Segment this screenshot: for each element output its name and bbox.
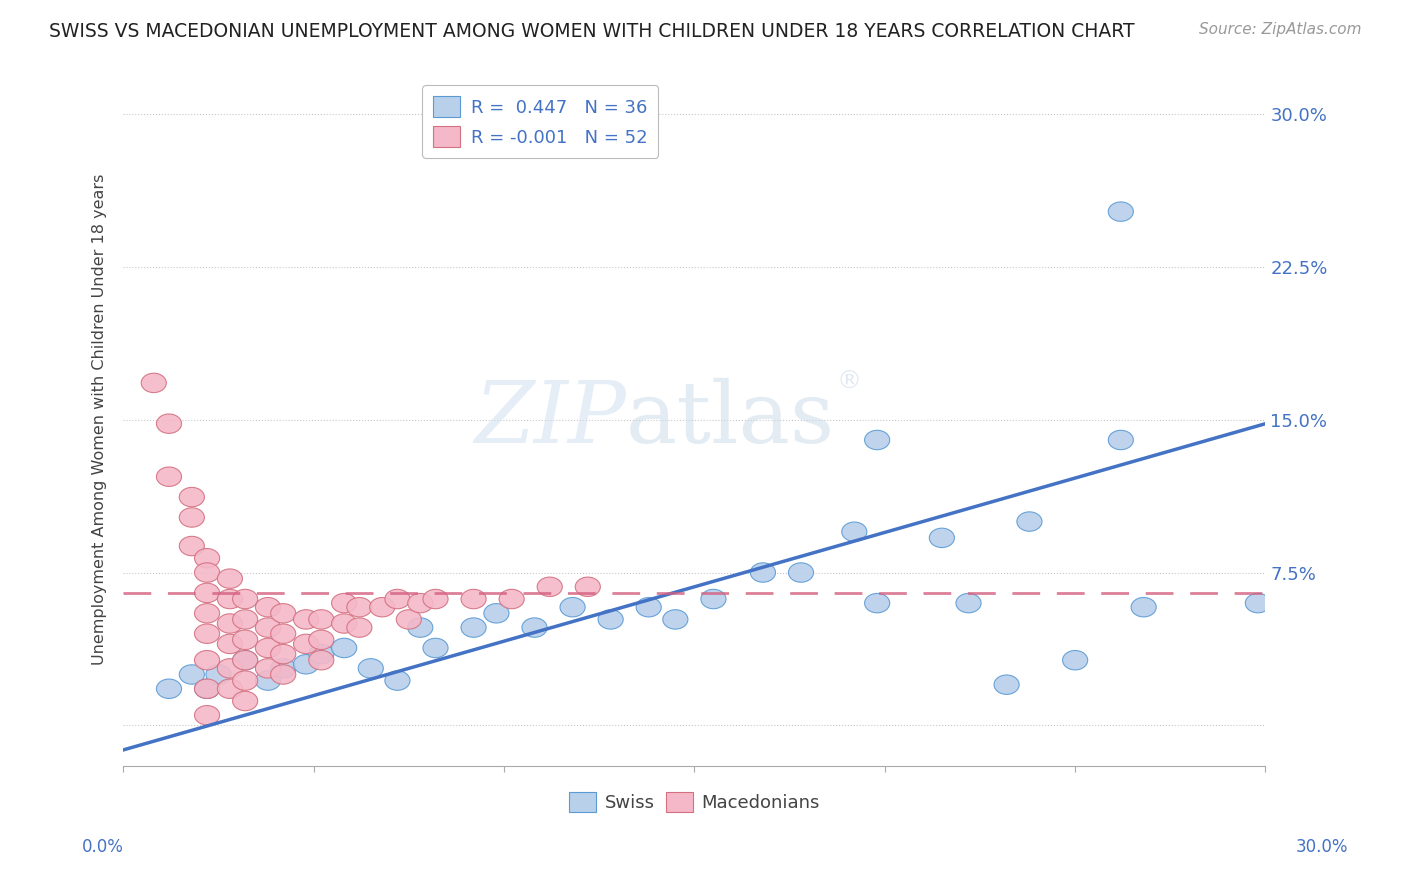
Ellipse shape [256,618,281,637]
Legend: Swiss, Macedonians: Swiss, Macedonians [561,784,827,820]
Ellipse shape [309,644,333,664]
Ellipse shape [700,590,725,608]
Ellipse shape [865,593,890,613]
Ellipse shape [560,598,585,617]
Ellipse shape [385,671,411,690]
Ellipse shape [218,679,242,698]
Ellipse shape [232,650,257,670]
Ellipse shape [232,691,257,711]
Ellipse shape [751,563,776,582]
Ellipse shape [1063,650,1088,670]
Ellipse shape [309,610,333,629]
Ellipse shape [232,650,257,670]
Ellipse shape [194,604,219,623]
Ellipse shape [956,593,981,613]
Text: atlas: atlas [626,378,835,461]
Ellipse shape [370,598,395,617]
Ellipse shape [256,639,281,657]
Text: 30.0%: 30.0% [1295,838,1348,856]
Ellipse shape [218,614,242,633]
Ellipse shape [994,675,1019,694]
Ellipse shape [270,665,295,684]
Ellipse shape [408,593,433,613]
Ellipse shape [194,650,219,670]
Ellipse shape [575,577,600,597]
Ellipse shape [180,665,204,684]
Ellipse shape [232,630,257,649]
Ellipse shape [218,634,242,654]
Ellipse shape [232,590,257,608]
Ellipse shape [347,618,373,637]
Text: Source: ZipAtlas.com: Source: ZipAtlas.com [1198,22,1361,37]
Ellipse shape [194,679,219,698]
Ellipse shape [309,630,333,649]
Ellipse shape [232,610,257,629]
Ellipse shape [636,598,661,617]
Ellipse shape [332,614,357,633]
Ellipse shape [205,665,231,684]
Ellipse shape [270,644,295,664]
Ellipse shape [423,590,449,608]
Ellipse shape [180,487,204,507]
Text: ZIP: ZIP [474,378,626,461]
Ellipse shape [194,549,219,568]
Ellipse shape [194,679,219,698]
Ellipse shape [1108,202,1133,221]
Ellipse shape [294,610,319,629]
Ellipse shape [256,658,281,678]
Ellipse shape [156,679,181,698]
Ellipse shape [232,671,257,690]
Ellipse shape [218,658,242,678]
Ellipse shape [423,639,449,657]
Ellipse shape [194,624,219,643]
Ellipse shape [461,618,486,637]
Text: ®: ® [837,369,860,393]
Ellipse shape [461,590,486,608]
Ellipse shape [396,610,422,629]
Ellipse shape [385,590,411,608]
Ellipse shape [865,430,890,450]
Text: SWISS VS MACEDONIAN UNEMPLOYMENT AMONG WOMEN WITH CHILDREN UNDER 18 YEARS CORREL: SWISS VS MACEDONIAN UNEMPLOYMENT AMONG W… [49,22,1135,41]
Y-axis label: Unemployment Among Women with Children Under 18 years: Unemployment Among Women with Children U… [93,174,107,665]
Ellipse shape [218,569,242,589]
Ellipse shape [332,593,357,613]
Ellipse shape [1246,593,1271,613]
Ellipse shape [270,604,295,623]
Ellipse shape [484,604,509,623]
Ellipse shape [141,373,166,392]
Ellipse shape [537,577,562,597]
Ellipse shape [1108,430,1133,450]
Ellipse shape [294,655,319,674]
Ellipse shape [499,590,524,608]
Ellipse shape [156,414,181,434]
Ellipse shape [1017,512,1042,532]
Ellipse shape [270,658,295,678]
Ellipse shape [662,610,688,629]
Ellipse shape [270,624,295,643]
Ellipse shape [332,639,357,657]
Ellipse shape [789,563,814,582]
Ellipse shape [309,650,333,670]
Ellipse shape [194,706,219,725]
Ellipse shape [194,583,219,603]
Ellipse shape [218,590,242,608]
Ellipse shape [256,598,281,617]
Ellipse shape [1130,598,1156,617]
Ellipse shape [598,610,623,629]
Ellipse shape [256,671,281,690]
Ellipse shape [408,618,433,637]
Ellipse shape [180,508,204,527]
Ellipse shape [842,522,868,541]
Ellipse shape [522,618,547,637]
Ellipse shape [294,634,319,654]
Ellipse shape [929,528,955,548]
Ellipse shape [347,598,373,617]
Text: 0.0%: 0.0% [82,838,124,856]
Ellipse shape [156,467,181,486]
Ellipse shape [194,563,219,582]
Ellipse shape [359,658,384,678]
Ellipse shape [180,536,204,556]
